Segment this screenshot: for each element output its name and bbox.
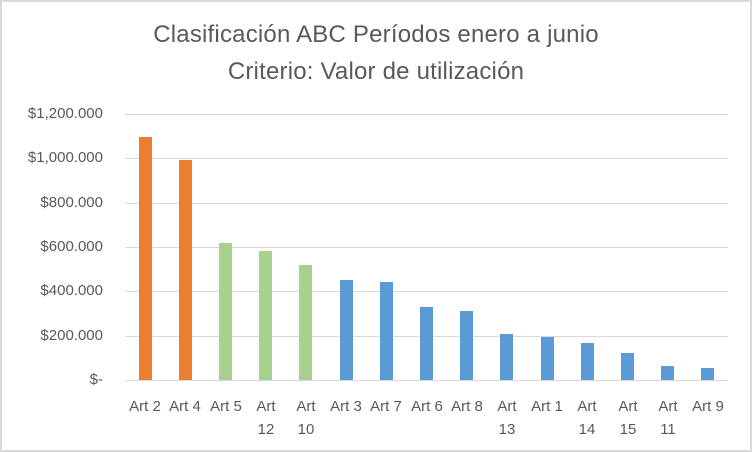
gridline	[125, 203, 728, 204]
bar-art-1[interactable]	[541, 337, 554, 380]
y-axis-tick-label: $-	[89, 371, 103, 388]
x-axis-tick-label: Art 1	[531, 398, 563, 415]
y-axis-tick-label: $1,200.000	[27, 105, 103, 122]
y-axis-tick-label: $400.000	[40, 282, 103, 299]
gridline	[125, 158, 728, 159]
x-axis-tick-label: Art 10	[296, 398, 316, 438]
bar-art-3[interactable]	[340, 280, 353, 380]
x-axis-tick-label: Art 8	[451, 398, 483, 415]
x-axis-tick-label: Art 12	[256, 398, 276, 438]
bar-art-15[interactable]	[621, 353, 634, 380]
gridline	[125, 247, 728, 248]
chart-subtitle: Criterio: Valor de utilización	[227, 58, 525, 85]
gridline	[125, 380, 728, 381]
y-axis-tick-label: $600.000	[40, 238, 103, 255]
bar-art-11[interactable]	[661, 366, 674, 380]
bar-art-8[interactable]	[460, 311, 473, 380]
bar-art-4[interactable]	[179, 160, 192, 380]
x-axis-tick-label: Art 14	[577, 398, 597, 438]
gridline	[125, 114, 728, 115]
bar-art-13[interactable]	[500, 334, 513, 380]
x-axis-tick-label: Art 13	[497, 398, 517, 438]
bar-art-12[interactable]	[259, 251, 272, 380]
bar-art-14[interactable]	[581, 343, 594, 380]
bar-art-2[interactable]	[139, 137, 152, 380]
bar-art-5[interactable]	[219, 243, 232, 380]
x-axis-tick-label: Art 6	[411, 398, 443, 415]
x-axis-tick-label: Art 11	[658, 398, 678, 438]
x-axis-tick-label: Art 5	[210, 398, 242, 415]
bar-art-9[interactable]	[701, 368, 714, 380]
chart-title: Clasificación ABC Períodos enero a junio	[153, 21, 599, 48]
y-axis-tick-label: $800.000	[40, 194, 103, 211]
x-axis-tick-label: Art 9	[692, 398, 724, 415]
x-axis-tick-label: Art 15	[618, 398, 638, 438]
y-axis-tick-label: $1,000.000	[27, 149, 103, 166]
x-axis-tick-label: Art 7	[370, 398, 402, 415]
x-axis-tick-label: Art 3	[330, 398, 362, 415]
y-axis-tick-label: $200.000	[40, 327, 103, 344]
bar-art-7[interactable]	[380, 282, 393, 380]
bar-art-10[interactable]	[299, 265, 312, 380]
gridline	[125, 291, 728, 292]
x-axis-tick-label: Art 4	[169, 398, 201, 415]
x-axis-tick-label: Art 2	[129, 398, 161, 415]
bar-art-6[interactable]	[420, 307, 433, 380]
